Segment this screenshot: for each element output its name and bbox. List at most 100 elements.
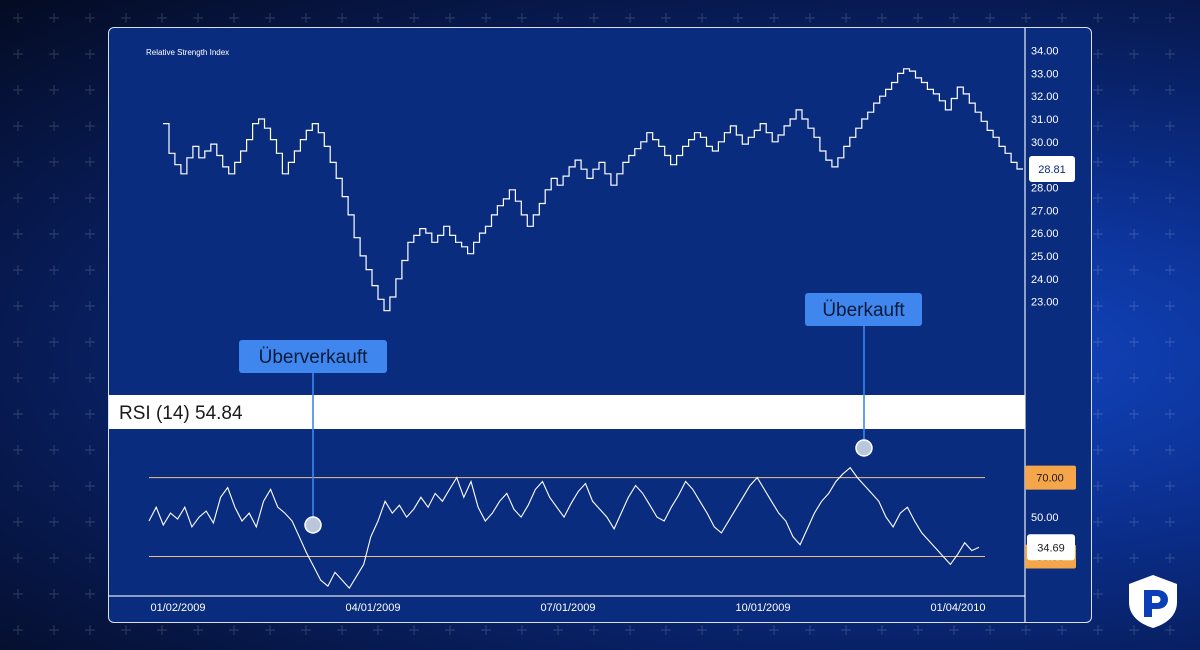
x-tick-label: 07/01/2009: [540, 602, 595, 614]
plus-mark: [1129, 265, 1139, 275]
plus-mark: [1057, 625, 1067, 635]
last-price-box: [1029, 156, 1075, 183]
plus-mark: [445, 13, 455, 23]
plus-mark: [85, 265, 95, 275]
plus-mark: [1129, 373, 1139, 383]
plus-mark: [553, 625, 563, 635]
plus-mark: [1021, 625, 1031, 635]
plus-mark: [1129, 517, 1139, 527]
plus-mark: [49, 445, 59, 455]
plus-mark: [625, 625, 635, 635]
plus-mark: [1093, 121, 1103, 131]
rsi-level-box: [1025, 465, 1076, 490]
plus-mark: [49, 157, 59, 167]
plus-mark: [409, 13, 419, 23]
plus-mark: [13, 13, 23, 23]
plus-mark: [553, 13, 563, 23]
plus-mark: [1093, 625, 1103, 635]
plus-mark: [1165, 301, 1175, 311]
price-y-tick-label: 27.00: [1031, 205, 1059, 217]
plus-mark: [1165, 409, 1175, 419]
rsi-y-tick-label: 70.00: [1036, 473, 1064, 485]
plus-mark: [1129, 13, 1139, 23]
plus-mark: [85, 157, 95, 167]
plus-mark: [697, 13, 707, 23]
plus-mark: [1165, 49, 1175, 59]
plus-mark: [589, 13, 599, 23]
plus-mark: [1093, 49, 1103, 59]
last-rsi-box: [1027, 534, 1075, 561]
plus-mark: [49, 553, 59, 563]
plus-mark: [1165, 121, 1175, 131]
plus-mark: [1129, 409, 1139, 419]
plus-mark: [13, 373, 23, 383]
plus-mark: [85, 301, 95, 311]
plus-mark: [85, 121, 95, 131]
plus-mark: [85, 373, 95, 383]
plus-mark: [13, 301, 23, 311]
plus-mark: [1093, 409, 1103, 419]
plus-mark: [121, 13, 131, 23]
plus-mark: [805, 625, 815, 635]
plus-mark: [1129, 157, 1139, 167]
plus-mark: [1129, 193, 1139, 203]
plus-mark: [85, 229, 95, 239]
plus-mark: [49, 373, 59, 383]
plus-mark: [1093, 445, 1103, 455]
plus-mark: [301, 625, 311, 635]
plus-mark: [1093, 229, 1103, 239]
plus-mark: [13, 265, 23, 275]
plus-mark: [49, 85, 59, 95]
plus-mark: [949, 625, 959, 635]
plus-mark: [733, 625, 743, 635]
plus-mark: [1165, 445, 1175, 455]
x-tick-label: 01/02/2009: [150, 602, 205, 614]
plus-mark: [85, 49, 95, 59]
plus-mark: [1129, 301, 1139, 311]
price-y-tick-label: 28.00: [1031, 182, 1059, 194]
plus-mark: [85, 193, 95, 203]
plus-mark: [13, 157, 23, 167]
plus-mark: [13, 229, 23, 239]
plus-mark: [625, 13, 635, 23]
plus-mark: [1021, 13, 1031, 23]
plus-mark: [49, 49, 59, 59]
plus-mark: [589, 625, 599, 635]
plus-mark: [1093, 193, 1103, 203]
plus-mark: [13, 193, 23, 203]
plus-mark: [1165, 481, 1175, 491]
price-y-tick-label: 34.00: [1031, 46, 1059, 58]
plus-mark: [13, 517, 23, 527]
plus-mark: [49, 193, 59, 203]
rsi-title: RSI (14) 54.84: [119, 403, 243, 424]
plus-mark: [1165, 337, 1175, 347]
plus-mark: [1165, 13, 1175, 23]
plus-mark: [265, 13, 275, 23]
annotation-label: Überkauft: [822, 300, 905, 321]
plus-mark: [1129, 337, 1139, 347]
plus-mark: [913, 625, 923, 635]
plus-mark: [1129, 85, 1139, 95]
plus-mark: [13, 85, 23, 95]
x-tick-label: 04/01/2009: [345, 602, 400, 614]
plus-mark: [85, 409, 95, 419]
plus-mark: [1165, 265, 1175, 275]
plus-mark: [481, 625, 491, 635]
plus-mark: [49, 625, 59, 635]
plus-mark: [229, 625, 239, 635]
plus-mark: [1093, 301, 1103, 311]
plus-mark: [841, 13, 851, 23]
price-y-tick-label: 24.00: [1031, 274, 1059, 286]
plus-mark: [913, 13, 923, 23]
plus-mark: [85, 589, 95, 599]
price-series-line: [163, 68, 1023, 312]
plus-mark: [193, 625, 203, 635]
plus-mark: [301, 13, 311, 23]
chart-canvas: Relative Strength Index 34.00 33.00 32.00 31…: [109, 28, 1076, 622]
plus-mark: [1165, 373, 1175, 383]
rsi-banner: [109, 395, 1025, 429]
annotation-label: Überverkauft: [259, 347, 368, 368]
plus-mark: [229, 13, 239, 23]
price-y-tick-label: 30.00: [1031, 137, 1059, 149]
plus-mark: [769, 625, 779, 635]
